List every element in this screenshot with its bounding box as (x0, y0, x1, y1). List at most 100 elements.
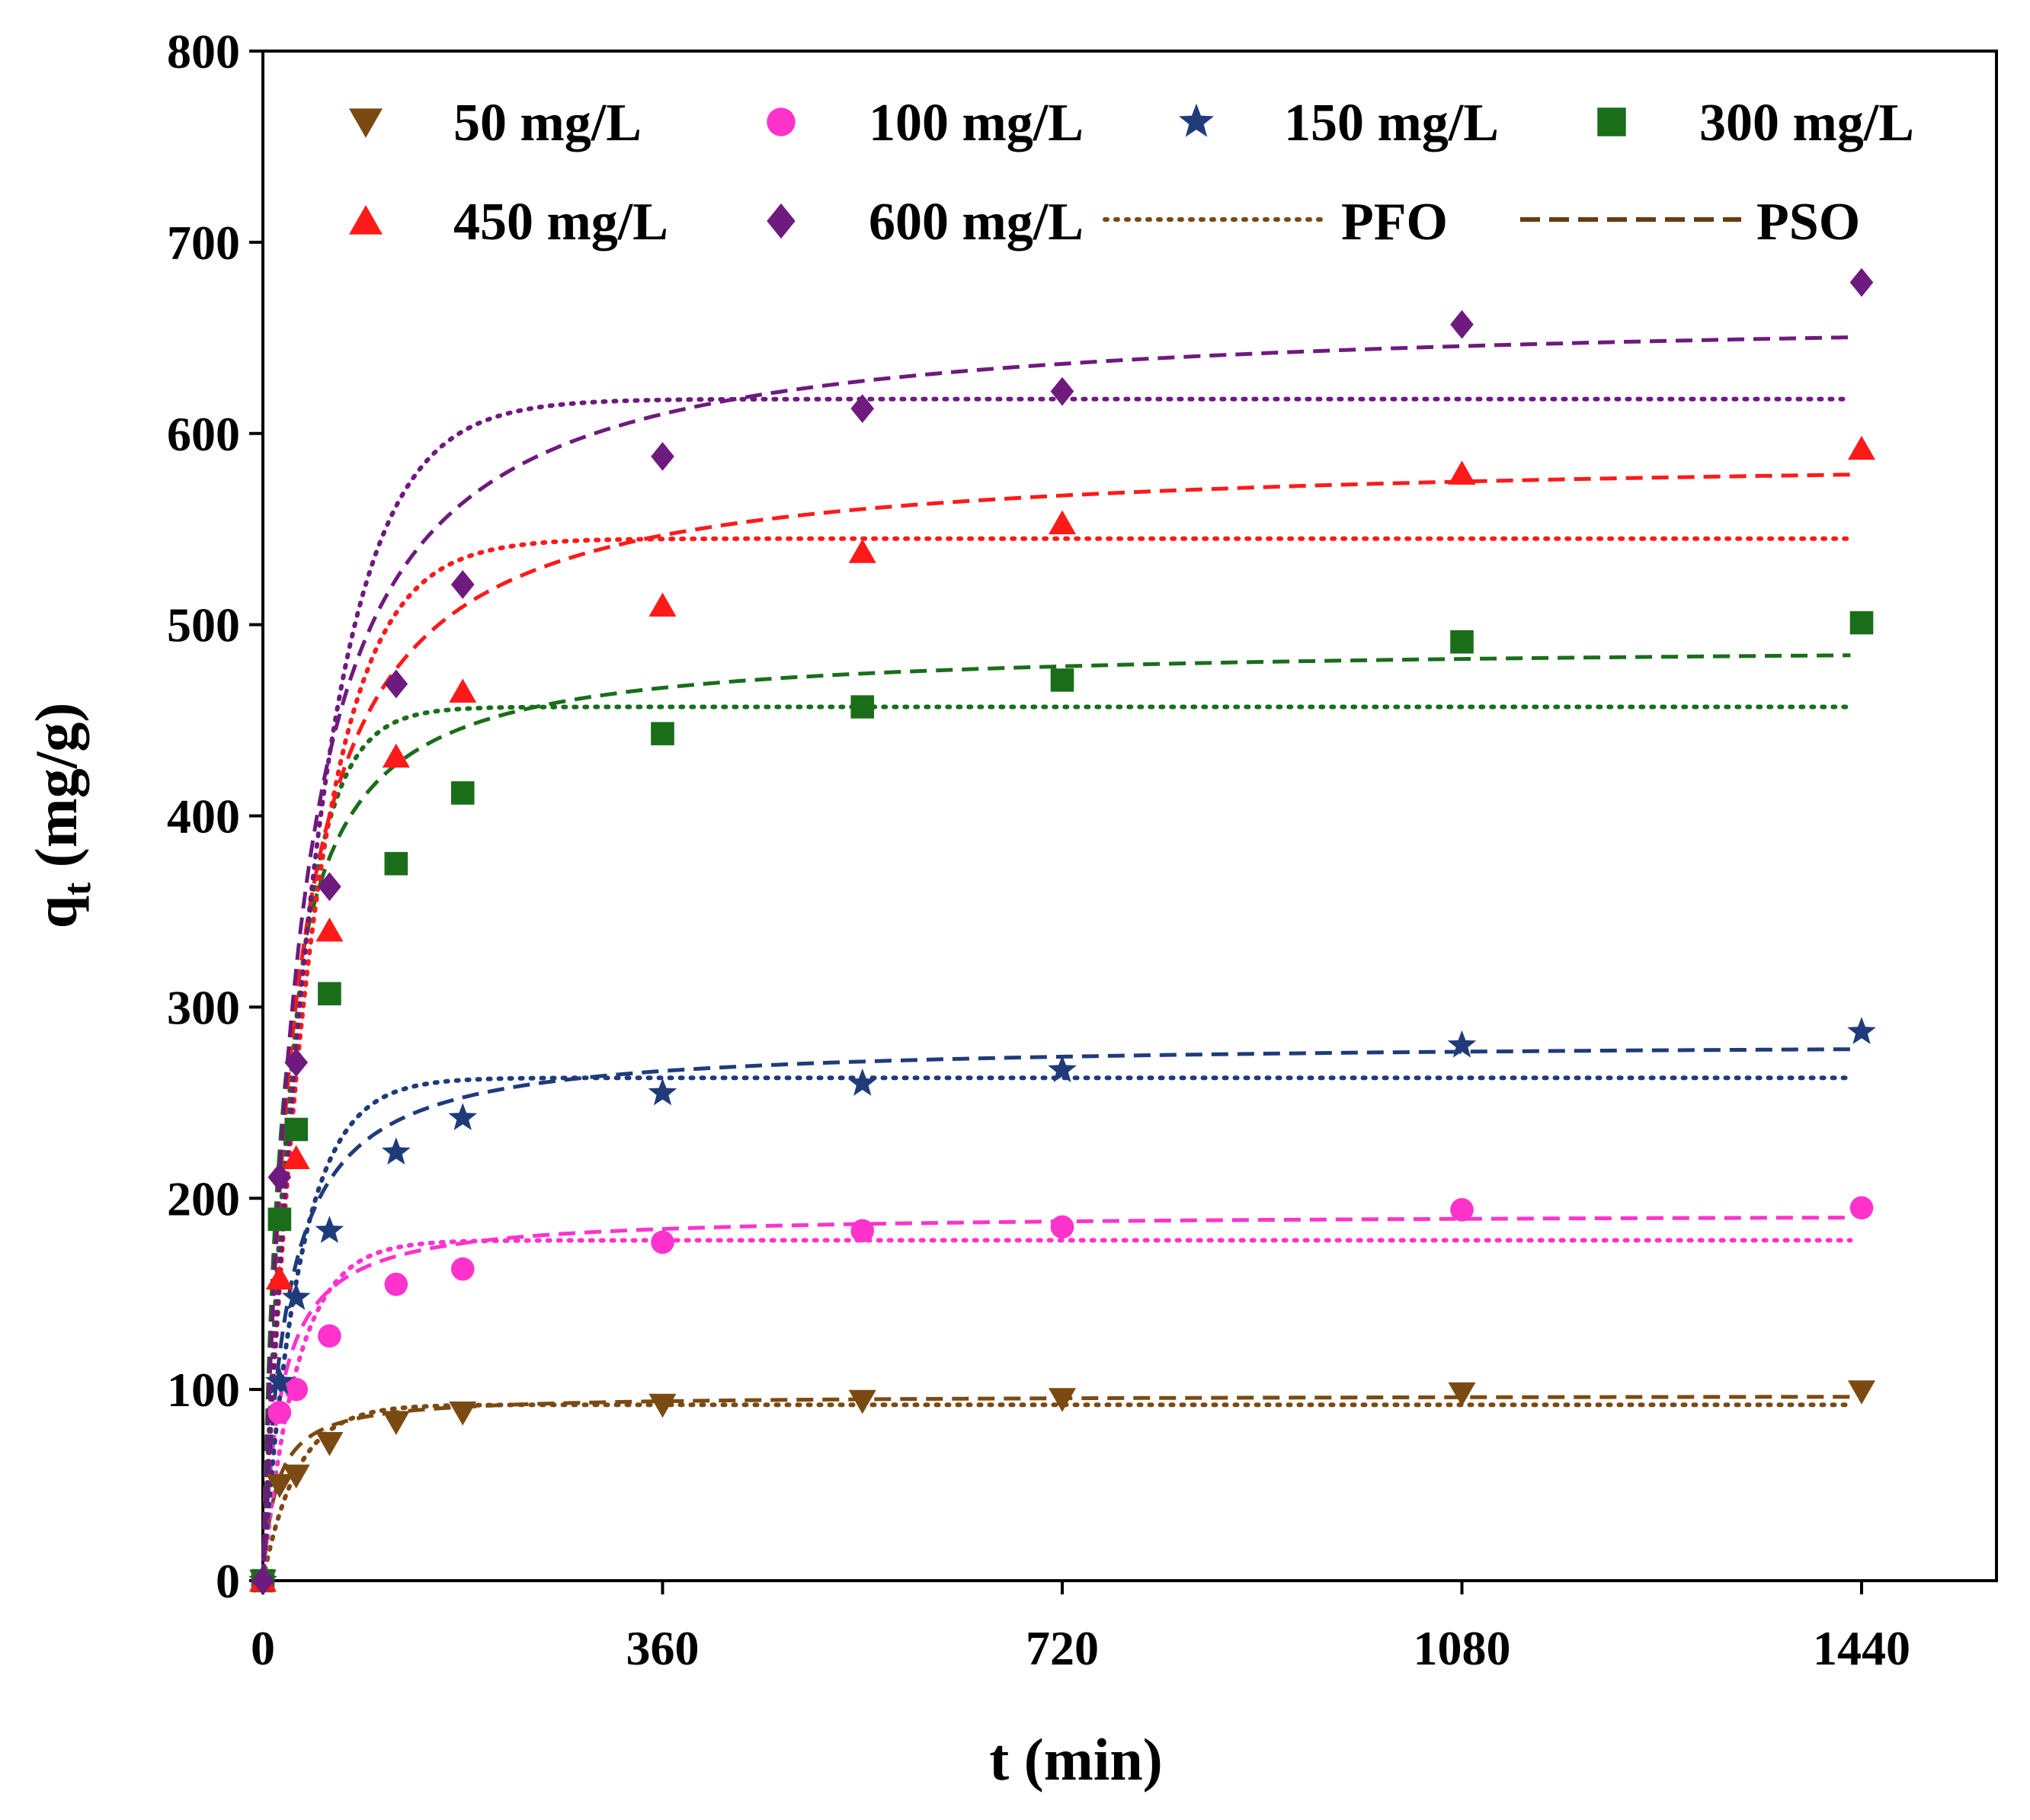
point-150-mg-l (1048, 1055, 1077, 1083)
y-tick-label: 700 (167, 216, 240, 270)
point-100-mg-l (450, 1257, 475, 1281)
pfo-curve-300-mg-l (261, 704, 1853, 1583)
point-100-mg-l (651, 1230, 674, 1254)
point-600-mg-l (1849, 268, 1874, 297)
point-300-mg-l (1849, 610, 1874, 635)
point-150-mg-l (1447, 1030, 1477, 1058)
point-150-mg-l (382, 1137, 411, 1165)
legend-label: 450 mg/L (453, 193, 668, 252)
point-450-mg-l (648, 592, 677, 617)
point-300-mg-l (651, 722, 674, 745)
legend-marker (1178, 103, 1215, 137)
point-100-mg-l (384, 1272, 408, 1296)
point-150-mg-l (448, 1103, 478, 1130)
point-450-mg-l (449, 678, 477, 703)
legend-label: PSO (1756, 193, 1860, 252)
y-axis-ticks: 0 100 200 300 400 500 600 700 800 (167, 24, 263, 1608)
point-50-mg-l (382, 1411, 410, 1435)
point-50-mg-l (848, 1389, 876, 1415)
legend-label: 150 mg/L (1284, 94, 1499, 152)
y-tick-label: 400 (167, 790, 240, 844)
point-450-mg-l (1448, 460, 1476, 485)
y-axis-title-main: q (23, 896, 89, 928)
y-tick-label: 200 (167, 1171, 240, 1226)
pfo-curve-150-mg-l (261, 1075, 1853, 1583)
y-axis-title-subscript: t (56, 882, 99, 896)
point-600-mg-l (384, 669, 408, 699)
point-600-mg-l (251, 1566, 275, 1595)
legend-label: 50 mg/L (453, 94, 642, 152)
legend-marker (767, 203, 796, 239)
x-axis-ticks: 0 360 720 1080 1440 (251, 1581, 1910, 1675)
point-300-mg-l (284, 1117, 309, 1142)
x-axis-title: t (min) (989, 1726, 1162, 1793)
legend-label: 300 mg/L (1699, 94, 1914, 152)
point-100-mg-l (284, 1377, 309, 1402)
point-50-mg-l (282, 1464, 310, 1489)
pfo-curve-50-mg-l (261, 1402, 1853, 1583)
data-markers (248, 268, 1876, 1595)
point-600-mg-l (1050, 376, 1074, 406)
point-50-mg-l (315, 1431, 344, 1456)
point-450-mg-l (848, 539, 876, 563)
pfo-curve-100-mg-l (261, 1238, 1853, 1583)
point-150-mg-l (281, 1282, 311, 1310)
pfo-curve-450-mg-l (261, 536, 1853, 1583)
point-100-mg-l (267, 1400, 292, 1424)
pso-curve-600-mg-l (261, 335, 1851, 1581)
pso-curve-300-mg-l (261, 653, 1851, 1581)
legend-label: PFO (1341, 193, 1448, 252)
point-100-mg-l (850, 1219, 875, 1243)
point-50-mg-l (1049, 1388, 1076, 1412)
point-50-mg-l (265, 1474, 293, 1498)
point-300-mg-l (267, 1207, 292, 1232)
x-tick-label: 360 (626, 1621, 700, 1675)
point-100-mg-l (318, 1324, 341, 1348)
y-tick-label: 800 (167, 24, 240, 79)
point-450-mg-l (265, 1265, 293, 1290)
point-300-mg-l (1050, 668, 1074, 692)
legend-label: 600 mg/L (869, 193, 1084, 252)
legend-label: 100 mg/L (869, 94, 1084, 152)
point-100-mg-l (1050, 1215, 1074, 1239)
point-300-mg-l (450, 781, 475, 805)
point-600-mg-l (318, 872, 341, 902)
point-300-mg-l (384, 851, 408, 876)
point-50-mg-l (648, 1393, 677, 1418)
pso-curve-150-mg-l (261, 1047, 1851, 1581)
x-tick-label: 0 (251, 1621, 275, 1675)
point-600-mg-l (850, 394, 875, 424)
y-axis-title-rest: (mg/g) (23, 703, 89, 883)
point-50-mg-l (1448, 1382, 1476, 1407)
y-tick-label: 0 (216, 1554, 240, 1608)
legend-marker (1597, 107, 1626, 136)
pso-curve-50-mg-l (261, 1395, 1851, 1581)
point-300-mg-l (1450, 630, 1474, 654)
point-300-mg-l (318, 982, 341, 1006)
point-600-mg-l (1450, 309, 1474, 339)
point-600-mg-l (267, 1162, 292, 1192)
point-150-mg-l (315, 1216, 344, 1243)
y-axis-title: qt (mg/g) (23, 703, 99, 929)
pso-curve-100-mg-l (261, 1216, 1851, 1581)
y-tick-label: 600 (167, 407, 240, 461)
point-300-mg-l (850, 695, 875, 719)
point-600-mg-l (450, 570, 475, 599)
point-600-mg-l (651, 441, 674, 471)
y-tick-label: 300 (167, 980, 240, 1034)
point-50-mg-l (1848, 1380, 1875, 1405)
point-150-mg-l (847, 1068, 877, 1096)
legend-marker (349, 108, 383, 138)
y-tick-label: 100 (167, 1363, 240, 1417)
x-tick-label: 720 (1026, 1621, 1099, 1675)
x-tick-label: 1080 (1414, 1621, 1511, 1675)
point-150-mg-l (265, 1367, 294, 1395)
legend-marker (349, 205, 383, 235)
point-450-mg-l (1848, 435, 1875, 460)
point-450-mg-l (282, 1145, 310, 1169)
point-150-mg-l (648, 1078, 677, 1106)
point-150-mg-l (1847, 1017, 1876, 1045)
y-tick-label: 500 (167, 598, 240, 652)
point-600-mg-l (284, 1048, 309, 1078)
